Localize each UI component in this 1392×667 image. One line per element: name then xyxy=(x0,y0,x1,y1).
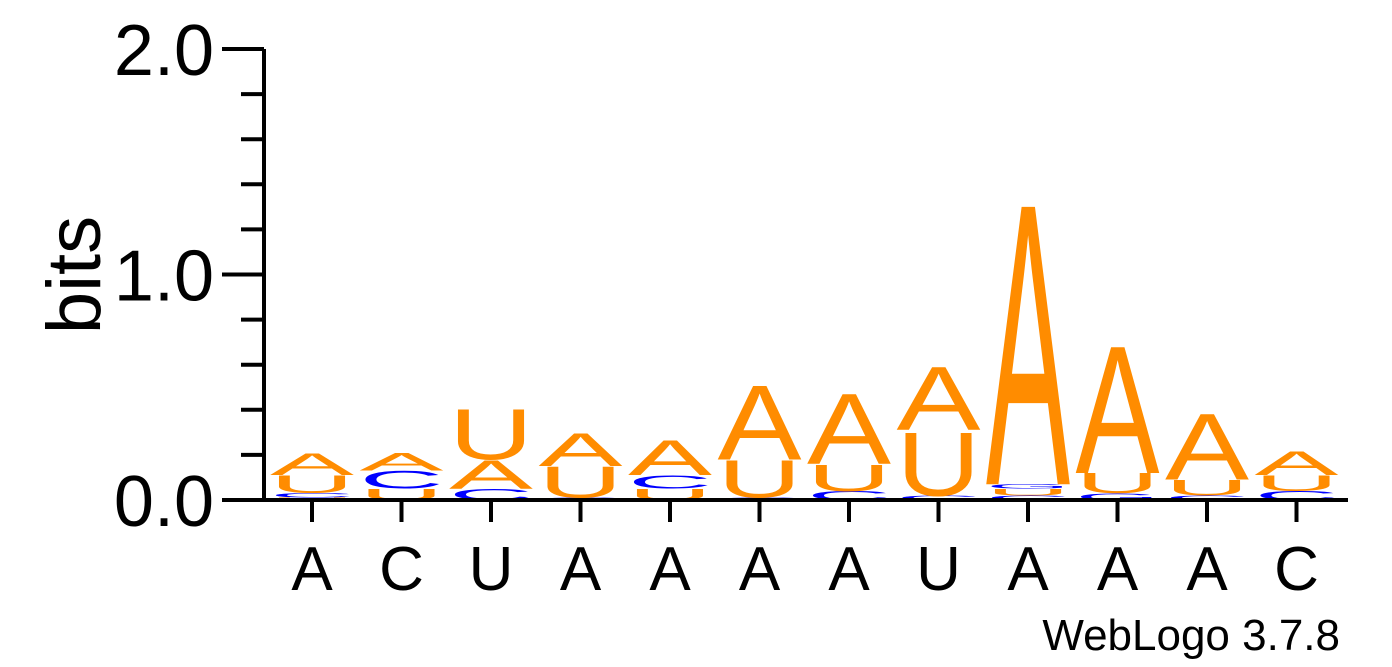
letters-layer: UCUAUCACAUCUAUCACUACUACUACUGAGUACUACUA xyxy=(270,121,1339,571)
x-tick-label: U xyxy=(916,535,961,604)
x-tick-label: U xyxy=(469,535,514,604)
y-axis-label: bits xyxy=(32,216,117,334)
logo-letter-G: G xyxy=(1076,492,1160,502)
logo-letter-C: C xyxy=(359,466,443,494)
logo-letter-A: A xyxy=(449,452,534,498)
logo-letter-U: U xyxy=(1165,475,1249,500)
logo-letter-U: U xyxy=(1075,467,1159,499)
x-tick-label: A xyxy=(649,535,691,604)
logo-letter-U: U xyxy=(270,470,354,498)
logo-letter-U: U xyxy=(449,394,533,475)
x-tick-label: A xyxy=(828,535,870,604)
logo-letter-A: A xyxy=(628,430,712,486)
logo-letter-A: A xyxy=(717,362,801,482)
logo-letter-A: A xyxy=(896,348,981,450)
logo-letter-A: A xyxy=(360,448,445,476)
logo-letter-U: U xyxy=(807,457,891,499)
y-tick-label: 1.0 xyxy=(114,237,214,317)
y-tick-label: 2.0 xyxy=(114,11,214,91)
logo-letter-A: A xyxy=(807,374,891,486)
y-tick-label: 0.0 xyxy=(114,462,214,542)
logo-letter-A: A xyxy=(539,424,624,477)
logo-letter-C: C xyxy=(1165,494,1249,501)
x-tick-label: A xyxy=(1097,535,1139,604)
logo-letter-A: A xyxy=(1255,444,1340,483)
logo-letter-C: C xyxy=(270,492,354,499)
x-tick-label: C xyxy=(379,535,424,604)
x-tick-label: A xyxy=(1186,535,1228,604)
x-tick-label: C xyxy=(1274,535,1319,604)
logo-letter-A: A xyxy=(1165,394,1250,500)
x-tick-label: A xyxy=(1007,535,1049,604)
x-tick-label: A xyxy=(739,535,781,604)
logo-letter-A: A xyxy=(986,121,1071,571)
logo-letter-G: G xyxy=(986,483,1070,490)
logo-letter-U: U xyxy=(1254,471,1338,496)
x-tick-label: A xyxy=(291,535,333,604)
logo-letter-A: A xyxy=(270,447,355,482)
weblogo-version-label: WebLogo 3.7.8 xyxy=(1042,611,1340,660)
x-tick-label: A xyxy=(560,535,602,604)
logo-letter-C: C xyxy=(986,494,1070,501)
logo-letter-U: U xyxy=(986,487,1070,498)
y-ticks: 0.0 1.0 2.0 xyxy=(114,11,264,542)
logo-letter-C: C xyxy=(628,472,712,493)
logo-letter-A: A xyxy=(1076,309,1160,513)
logo-letter-C: C xyxy=(896,494,980,501)
